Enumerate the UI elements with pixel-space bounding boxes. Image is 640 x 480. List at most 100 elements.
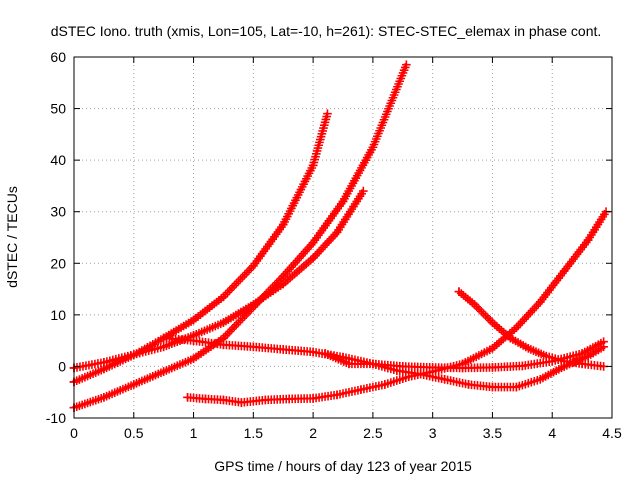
x-tick-label: 1.5 <box>244 425 264 441</box>
data-point <box>464 380 473 389</box>
series-markers <box>320 342 608 392</box>
data-point <box>332 228 342 237</box>
data-point <box>219 340 228 350</box>
data-point <box>470 300 479 309</box>
y-tick-labels: -10 0 10 20 30 40 50 60 <box>46 49 66 426</box>
x-tick-label: 3.5 <box>483 425 503 441</box>
x-tick-label: 3 <box>429 425 437 441</box>
data-point <box>219 395 228 405</box>
data-point <box>506 333 515 343</box>
data-point <box>278 220 288 229</box>
x-tick-labels: 0 0.5 1 1.5 2 2.5 3 3.5 4 4.5 <box>70 425 622 441</box>
data-point <box>535 297 545 307</box>
data-point <box>189 336 198 345</box>
data-point <box>368 359 378 369</box>
series-markers <box>183 207 611 407</box>
data-point <box>260 395 270 405</box>
data-point <box>392 366 402 375</box>
series-markers <box>69 60 411 412</box>
data-point <box>454 287 464 296</box>
data-point <box>219 318 228 327</box>
data-point <box>344 359 354 369</box>
x-tick-label: 1 <box>190 425 198 441</box>
x-tick-label: 0.5 <box>124 425 144 441</box>
data-point <box>308 161 318 170</box>
data-point <box>577 359 587 369</box>
x-axis-label: GPS time / hours of day 123 of year 2015 <box>214 458 472 474</box>
series-6 <box>320 342 608 392</box>
series-7 <box>454 287 608 371</box>
series-markers <box>69 109 332 387</box>
data-point <box>458 359 467 369</box>
data-point <box>599 362 608 371</box>
data-point <box>488 363 497 372</box>
data-point <box>99 364 109 374</box>
data-point <box>416 369 426 379</box>
data-point <box>99 393 109 402</box>
data-point <box>219 333 228 343</box>
data-point <box>559 266 569 276</box>
data-point <box>359 186 368 196</box>
data-point <box>129 380 139 389</box>
y-tick-label: -10 <box>46 410 66 426</box>
data-point <box>512 382 521 392</box>
y-axis-label: dSTEC / TECUs <box>4 186 20 288</box>
data-point <box>440 375 449 384</box>
series-3 <box>69 186 368 373</box>
data-point <box>183 393 192 402</box>
data-point <box>278 345 288 354</box>
x-tick-label: 4.5 <box>602 425 622 441</box>
series-5 <box>183 207 611 407</box>
x-tick-label: 4 <box>548 425 556 441</box>
data-point <box>237 398 246 407</box>
data-point <box>338 197 348 206</box>
data-point <box>583 235 593 245</box>
data-point <box>99 358 109 367</box>
data-point <box>189 354 198 363</box>
data-point <box>535 375 545 384</box>
data-point <box>583 351 593 361</box>
y-tick-label: 20 <box>50 255 66 271</box>
data-point <box>332 390 342 400</box>
data-point <box>380 380 390 389</box>
data-point <box>559 356 569 366</box>
series-markers <box>69 186 368 373</box>
series-layer <box>69 60 611 412</box>
data-point <box>308 347 318 357</box>
y-tick-label: 60 <box>50 49 66 65</box>
x-tick-label: 0 <box>70 425 78 441</box>
data-point <box>320 349 330 358</box>
y-tick-label: 0 <box>58 358 66 374</box>
data-point <box>512 323 521 333</box>
data-point <box>402 60 411 70</box>
data-point <box>159 333 168 343</box>
data-point <box>284 394 294 404</box>
data-point <box>249 300 258 309</box>
data-point <box>189 315 198 325</box>
data-point <box>599 342 608 352</box>
chart-title: dSTEC Iono. truth (xmis, Lon=105, Lat=-1… <box>51 23 602 39</box>
data-point <box>488 344 497 353</box>
data-point <box>278 279 288 289</box>
data-point <box>541 351 551 361</box>
data-point <box>518 361 527 371</box>
data-point <box>368 142 378 152</box>
y-tick-label: 30 <box>50 204 66 220</box>
data-point <box>249 261 258 271</box>
y-tick-label: 10 <box>50 307 66 323</box>
data-point <box>308 394 318 403</box>
data-point <box>159 342 168 352</box>
data-point <box>524 344 533 353</box>
axis-ticks <box>73 56 613 419</box>
y-tick-label: 40 <box>50 152 66 168</box>
x-tick-label: 2 <box>309 425 317 441</box>
data-point <box>278 271 288 281</box>
data-point <box>323 109 332 119</box>
data-point <box>308 253 318 263</box>
data-point <box>129 350 139 359</box>
series-markers <box>454 287 608 371</box>
data-point <box>159 367 168 376</box>
y-tick-label: 50 <box>50 101 66 117</box>
plot-frame <box>73 56 613 419</box>
x-tick-label: 2.5 <box>363 425 383 441</box>
